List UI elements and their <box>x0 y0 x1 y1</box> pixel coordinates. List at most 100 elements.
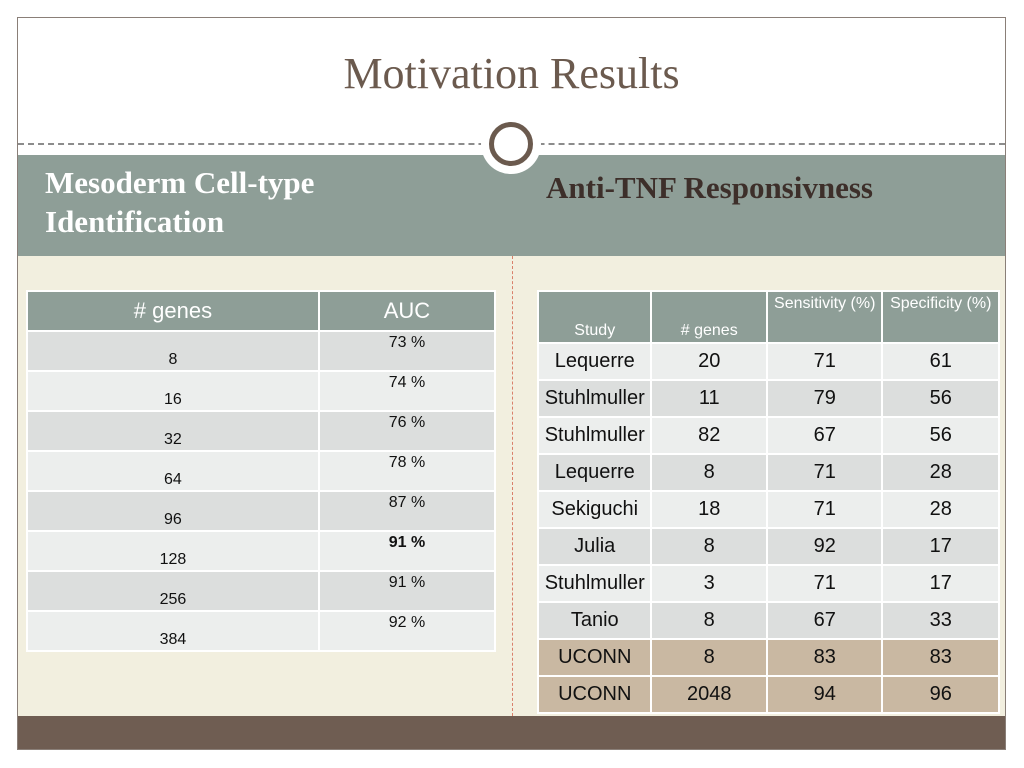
sensitivity-cell: 71 <box>765 453 884 492</box>
auc-value: 78 % <box>388 454 426 471</box>
col-header-auc: AUC <box>317 290 497 332</box>
table-row: 96 87 % <box>26 490 497 532</box>
auc-cell: 78 % <box>317 450 497 492</box>
specificity-cell: 96 <box>881 675 1000 714</box>
table-row: 8 73 % <box>26 330 497 372</box>
auc-value: 87 % <box>388 494 426 511</box>
auc-cell: 91 % <box>317 570 497 612</box>
specificity-cell: 61 <box>881 342 1000 381</box>
col-header-sensitivity: Sensitivity (%) <box>765 290 884 344</box>
table-row: 128 91 % <box>26 530 497 572</box>
genes-cell: 64 <box>26 450 320 492</box>
col-header-genes: # genes <box>26 290 320 332</box>
table-header-row: # genes AUC <box>26 290 497 332</box>
auc-cell: 87 % <box>317 490 497 532</box>
table-row: 16 74 % <box>26 370 497 412</box>
table-row: Sekiguchi 18 71 28 <box>536 490 1000 529</box>
genes-cell: 8 <box>650 527 768 566</box>
table-row: 384 92 % <box>26 610 497 652</box>
table-row: 32 76 % <box>26 410 497 452</box>
footer-bar <box>18 716 1005 749</box>
genes-cell: 96 <box>26 490 320 532</box>
study-cell: UCONN <box>536 675 653 714</box>
sensitivity-cell: 71 <box>765 342 884 381</box>
col-header-genes: # genes <box>650 290 768 344</box>
specificity-cell: 17 <box>881 527 1000 566</box>
study-cell: Sekiguchi <box>536 490 653 529</box>
col-header-specificity: Specificity (%) <box>881 290 1000 344</box>
auc-table: # genes AUC 8 73 % 16 74 % 32 76 % 64 78… <box>26 290 497 652</box>
table-row-highlight: UCONN 2048 94 96 <box>536 675 1000 714</box>
specificity-cell: 33 <box>881 601 1000 640</box>
genes-value: 16 <box>164 391 182 408</box>
table-row: Julia 8 92 17 <box>536 527 1000 566</box>
sensitivity-cell: 92 <box>765 527 884 566</box>
sensitivity-cell: 79 <box>765 379 884 418</box>
genes-value: 32 <box>164 431 182 448</box>
genes-cell: 20 <box>650 342 768 381</box>
study-cell: Stuhlmuller <box>536 564 653 603</box>
genes-cell: 8 <box>650 638 768 677</box>
genes-value: 8 <box>168 351 178 368</box>
genes-cell: 11 <box>650 379 768 418</box>
table-row: 64 78 % <box>26 450 497 492</box>
sensitivity-cell: 71 <box>765 564 884 603</box>
genes-cell: 18 <box>650 490 768 529</box>
genes-cell: 3 <box>650 564 768 603</box>
table-row: Stuhlmuller 11 79 56 <box>536 379 1000 418</box>
genes-value: 128 <box>159 551 187 568</box>
auc-cell-highlight: 91 % <box>317 530 497 572</box>
genes-value: 256 <box>159 591 187 608</box>
col-header-study: Study <box>536 290 653 344</box>
study-cell: Julia <box>536 527 653 566</box>
auc-cell: 73 % <box>317 330 497 372</box>
auc-value: 91 % <box>388 574 426 591</box>
genes-value: 96 <box>164 511 182 528</box>
genes-cell: 384 <box>26 610 320 652</box>
sensitivity-cell: 67 <box>765 601 884 640</box>
genes-cell: 82 <box>650 416 768 455</box>
slide: Motivation Results Mesoderm Cell-type Id… <box>17 17 1006 750</box>
circle-ornament-icon <box>481 114 541 174</box>
table-row: Lequerre 20 71 61 <box>536 342 1000 381</box>
study-cell: Lequerre <box>536 453 653 492</box>
sensitivity-cell: 71 <box>765 490 884 529</box>
slide-title: Motivation Results <box>343 49 680 98</box>
anti-tnf-table: Study # genes Sensitivity (%) Specificit… <box>536 290 1000 714</box>
table-row: 256 91 % <box>26 570 497 612</box>
auc-cell: 92 % <box>317 610 497 652</box>
genes-cell: 128 <box>26 530 320 572</box>
study-cell: Lequerre <box>536 342 653 381</box>
genes-value: 64 <box>164 471 182 488</box>
specificity-cell: 28 <box>881 490 1000 529</box>
table-row: Lequerre 8 71 28 <box>536 453 1000 492</box>
genes-cell: 8 <box>650 601 768 640</box>
specificity-cell: 83 <box>881 638 1000 677</box>
genes-value: 384 <box>159 631 187 648</box>
auc-value: 91 % <box>388 534 426 551</box>
table-row: Stuhlmuller 82 67 56 <box>536 416 1000 455</box>
table-row-highlight: UCONN 8 83 83 <box>536 638 1000 677</box>
table-row: Stuhlmuller 3 71 17 <box>536 564 1000 603</box>
genes-cell: 256 <box>26 570 320 612</box>
genes-cell: 8 <box>26 330 320 372</box>
specificity-cell: 28 <box>881 453 1000 492</box>
auc-cell: 74 % <box>317 370 497 412</box>
column-divider <box>512 256 513 716</box>
specificity-cell: 56 <box>881 416 1000 455</box>
table-header-row: Study # genes Sensitivity (%) Specificit… <box>536 290 1000 344</box>
right-heading: Anti-TNF Responsivness <box>546 170 873 205</box>
genes-cell: 8 <box>650 453 768 492</box>
auc-cell: 76 % <box>317 410 497 452</box>
sensitivity-cell: 83 <box>765 638 884 677</box>
auc-value: 76 % <box>388 414 426 431</box>
sensitivity-cell: 67 <box>765 416 884 455</box>
table-row: Tanio 8 67 33 <box>536 601 1000 640</box>
specificity-cell: 17 <box>881 564 1000 603</box>
genes-cell: 32 <box>26 410 320 452</box>
auc-value: 74 % <box>388 374 426 391</box>
study-cell: Stuhlmuller <box>536 416 653 455</box>
auc-value: 92 % <box>388 614 426 631</box>
sensitivity-cell: 94 <box>765 675 884 714</box>
study-cell: Tanio <box>536 601 653 640</box>
